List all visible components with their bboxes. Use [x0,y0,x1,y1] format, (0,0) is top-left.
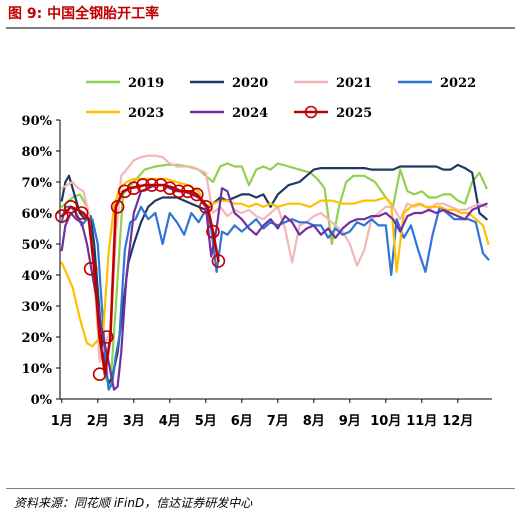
source-note: 资料来源：同花顺 iFinD，信达证券研发中心 [14,496,253,510]
y-tick-label: 20% [22,331,53,346]
top-divider [6,27,515,29]
legend-item-2021: 2021 [294,76,372,91]
series-point-2025 [181,184,195,199]
series-point-2025 [190,187,204,202]
x-tick-label: 12月 [442,414,473,429]
series-point-2025 [172,184,186,199]
series-point-2025 [211,254,226,268]
series-2023 [60,177,490,348]
series-2019 [60,162,488,388]
series-point-2025 [145,178,159,192]
series-line-2025 [60,183,220,376]
y-tick-label: 50% [22,238,53,253]
x-tick-label: 3月 [123,414,145,429]
series-line-2024 [60,184,488,391]
legend-item-2024: 2024 [190,106,268,121]
figure-title: 图 9: 中国全钢胎开工率 [8,6,160,22]
y-tick-label: 60% [22,207,53,222]
legend-label: 2021 [336,76,372,91]
legend-label: 2024 [232,106,268,121]
series-line-2021 [60,154,488,363]
series-line-2019 [60,162,488,388]
y-tick-label: 90% [22,114,53,129]
legend-item-2020: 2020 [190,76,268,91]
y-tick-label: 0% [31,393,53,408]
series-2021 [60,154,488,363]
y-tick-label: 80% [22,145,53,160]
x-tick-label: 9月 [339,414,361,429]
legend-item-2023: 2023 [86,106,164,121]
chart-series-layer [54,154,490,391]
legend-marker [304,105,318,119]
series-point-2025 [136,178,150,192]
x-tick-label: 8月 [303,414,325,429]
legend-item-2019: 2019 [86,76,164,91]
x-tick-label: 6月 [231,414,253,429]
series-point-2025 [100,330,114,344]
chart-axes: 0% 10% 20% 30% 40% 50% 60% 70% 80% 90% 1月 2月 3月 4月 5月 6… [22,114,492,429]
series-point-2025 [83,261,98,276]
bottom-divider [6,488,515,489]
series-point-2025 [74,206,89,220]
y-tick-label: 30% [22,300,53,315]
x-tick-label: 4月 [159,414,181,429]
legend-label: 2019 [128,76,164,91]
legend-item-2025: 2025 [294,105,372,121]
y-tick-label: 70% [22,176,53,191]
series-line-2023 [60,177,490,348]
x-tick-label: 5月 [195,414,217,429]
x-tick-label: 1月 [51,414,73,429]
series-point-2025 [118,184,132,199]
series-point-2025 [127,181,141,195]
x-tick-label: 11月 [406,414,437,429]
series-point-2025 [206,224,220,239]
series-point-2025 [199,200,213,214]
y-tick-label: 10% [22,362,53,377]
series-point-2025 [110,200,125,214]
legend-label: 2020 [232,76,268,91]
series-point-2025 [154,178,168,192]
series-point-2025 [92,367,107,382]
series-point-2025 [163,181,177,195]
y-tick-label: 40% [22,269,53,284]
series-point-2025 [54,209,69,223]
chart-legend: 2019 2020 2021 2022 2023 2024 2025 [86,76,476,121]
legend-item-2022: 2022 [398,76,476,91]
series-point-2025 [64,200,78,214]
legend-label: 2025 [336,106,372,121]
x-tick-label: 2月 [87,414,109,429]
series-2024 [60,184,488,391]
x-tick-label: 7月 [267,414,289,429]
legend-label: 2022 [440,76,476,91]
legend-label: 2023 [128,106,164,121]
x-tick-label: 10月 [370,414,401,429]
series-2025 [54,178,226,382]
